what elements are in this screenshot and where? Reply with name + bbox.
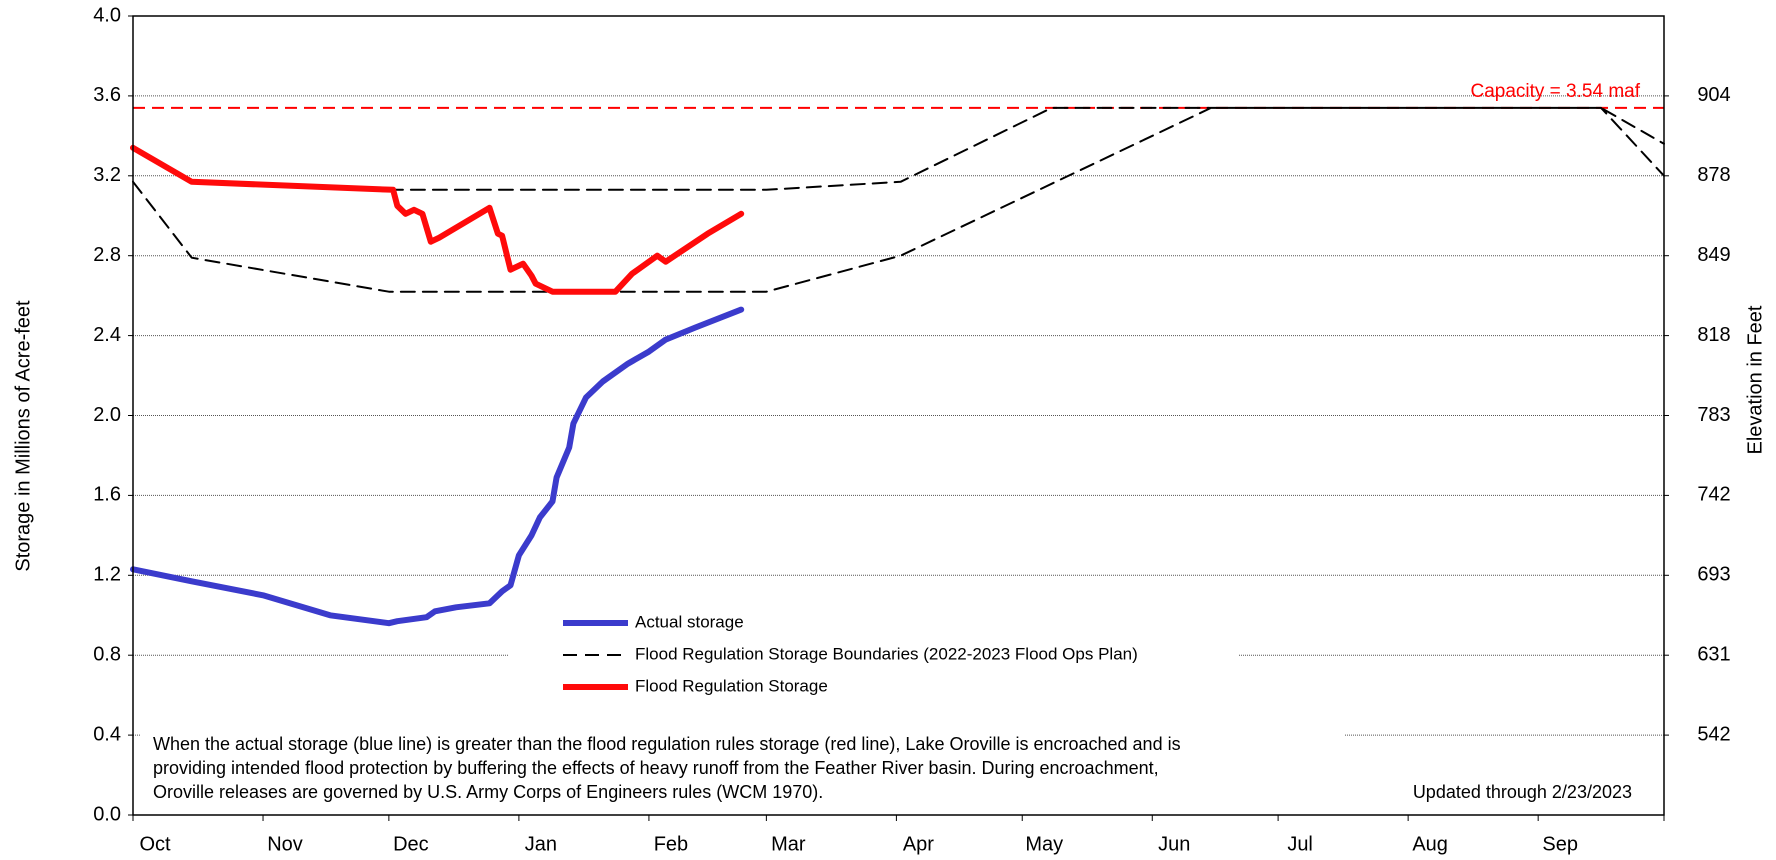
note-text: Oroville releases are governed by U.S. A… (153, 782, 823, 802)
x-tick-label: Dec (393, 833, 429, 855)
y-tick-label: 3.2 (93, 164, 121, 186)
series-line (130, 306, 745, 627)
y2-tick-label: 542 (1697, 723, 1730, 745)
x-tick-label: Mar (771, 833, 806, 855)
note-box (140, 722, 1345, 807)
legend-box (508, 605, 1238, 700)
y-tick-label: 0.8 (93, 643, 121, 665)
x-tick-label: Aug (1412, 833, 1448, 855)
x-tick-label: Jul (1287, 833, 1313, 855)
x-tick-label: May (1025, 833, 1063, 855)
y2-tick-label: 878 (1697, 164, 1730, 186)
plot-frame (132, 15, 1665, 816)
y2-tick-label: 783 (1697, 404, 1730, 426)
y2-tick-label: 742 (1697, 484, 1730, 506)
y2-tick-label: 693 (1697, 564, 1730, 586)
y-tick-label: 1.2 (93, 564, 121, 586)
y-tick-label: 3.6 (93, 84, 121, 106)
capacity-label: Capacity = 3.54 maf (1470, 81, 1640, 102)
y-tick-label: 2.8 (93, 244, 121, 266)
x-tick-label: Jan (525, 833, 557, 855)
x-tick-label: Feb (654, 833, 688, 855)
y-tick-label: 2.0 (93, 404, 121, 426)
y-tick-label: 0.4 (93, 723, 121, 745)
y-tick-label: 2.4 (93, 324, 121, 346)
note-text: providing intended flood protection by b… (153, 758, 1159, 778)
y-tick-label: 4.0 (93, 4, 121, 26)
y-tick-label: 0.0 (93, 803, 121, 825)
y2-axis-label: Elevation in Feet (1744, 305, 1766, 454)
legend-label: Actual storage (635, 612, 744, 631)
x-tick-label: Sep (1542, 833, 1578, 855)
series-line (132, 106, 1665, 293)
y2-tick-label: 631 (1697, 643, 1730, 665)
note-text: When the actual storage (blue line) is g… (153, 734, 1181, 754)
y-axis-label: Storage in Millions of Acre-feet (12, 300, 34, 572)
x-tick-label: Jun (1158, 833, 1190, 855)
x-tick-label: Apr (903, 833, 934, 855)
updated-text: Updated through 2/23/2023 (1413, 782, 1632, 802)
legend-label: Flood Regulation Storage (635, 676, 828, 695)
y2-tick-label: 849 (1697, 244, 1730, 266)
series-line (130, 144, 745, 295)
x-tick-label: Nov (267, 833, 303, 855)
legend-label: Flood Regulation Storage Boundaries (202… (635, 644, 1138, 663)
x-tick-label: Oct (139, 833, 171, 855)
y-tick-label: 1.6 (93, 484, 121, 506)
y2-tick-label: 904 (1697, 84, 1730, 106)
y2-tick-label: 818 (1697, 324, 1730, 346)
